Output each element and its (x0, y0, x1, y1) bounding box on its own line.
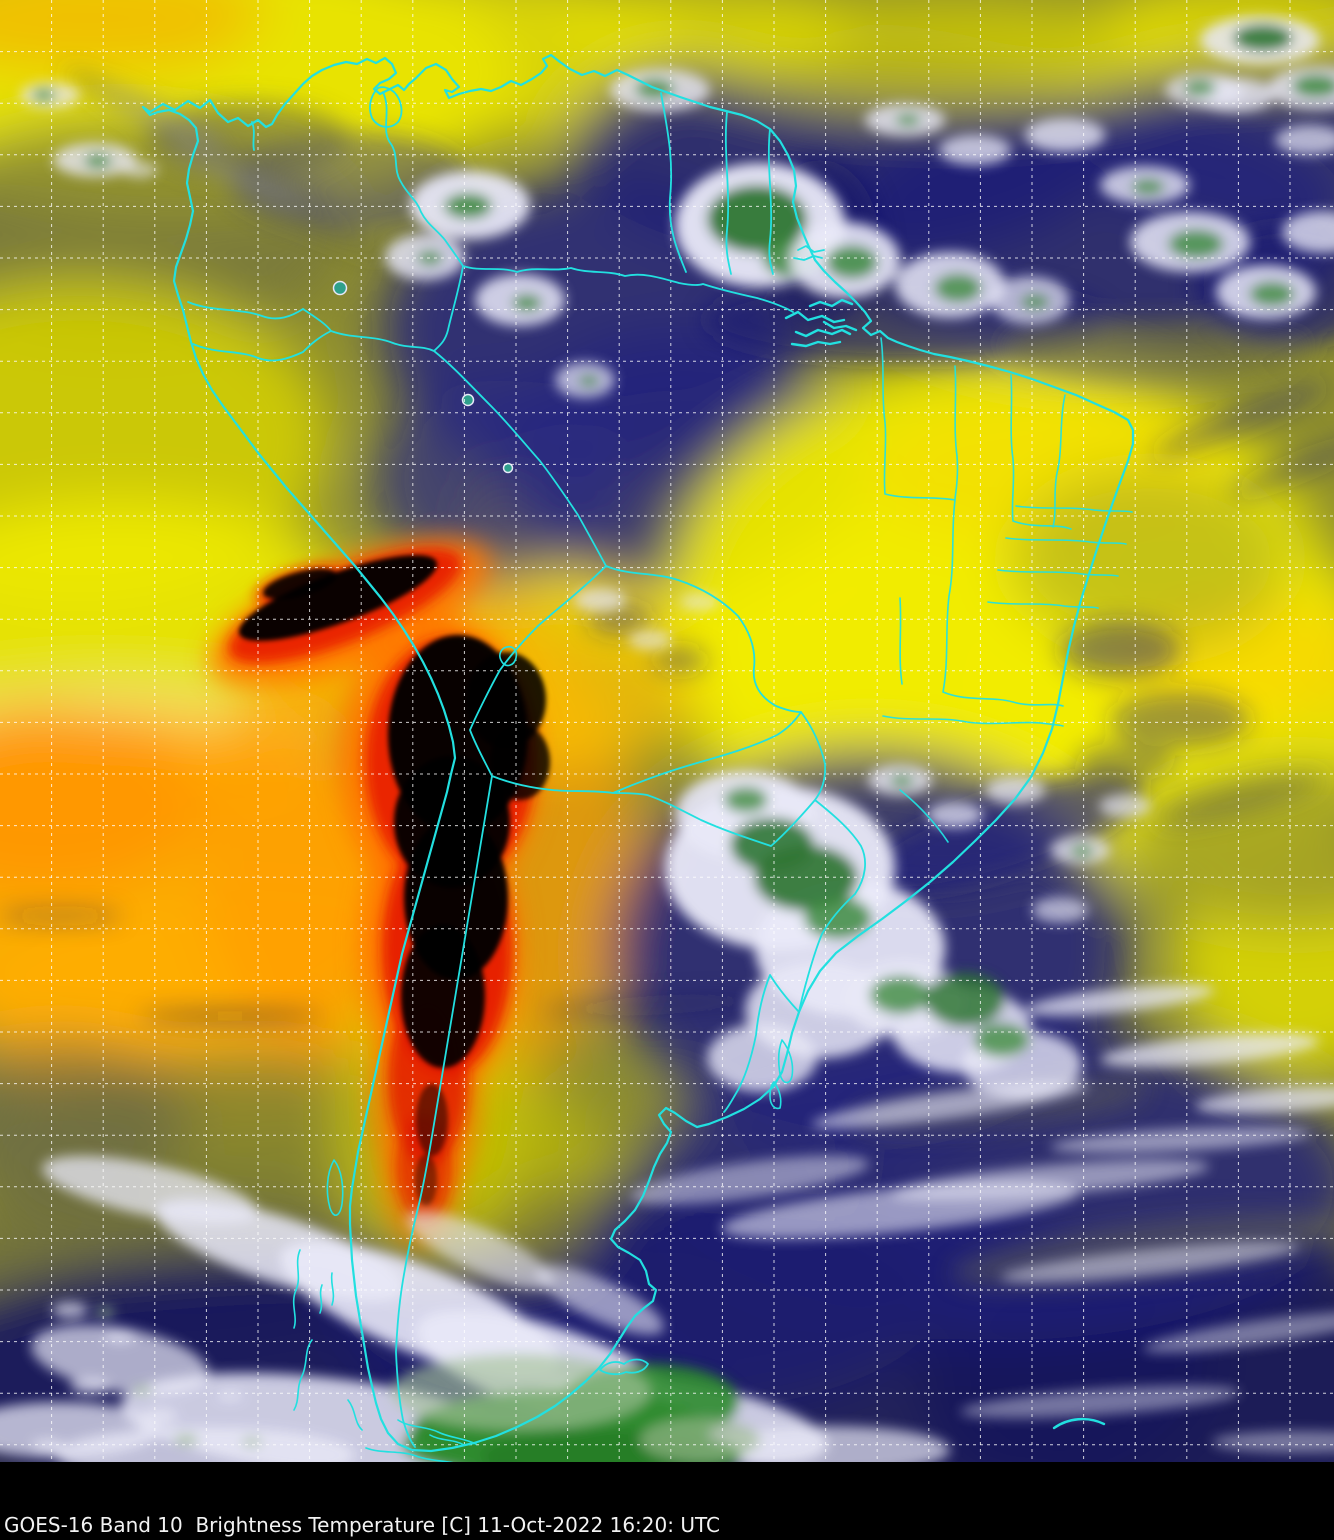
lake-dots (332, 280, 514, 474)
country-borders (187, 91, 866, 1448)
lake-titicaca (499, 645, 518, 667)
caption-bar: GOES-16 Band 10 Brightness Temperature [… (0, 1462, 1334, 1540)
andes-black-core (238, 555, 550, 1206)
south-georgia-arc (1052, 1417, 1106, 1430)
amazon-delta (784, 298, 858, 348)
orinoco-delta (793, 245, 825, 261)
lat-lon-grid (0, 0, 1334, 1462)
fjord-islands (292, 1159, 344, 1411)
caption-text: GOES-16 Band 10 Brightness Temperature [… (4, 1513, 720, 1537)
patos-lagoon (769, 1039, 794, 1110)
color-field-large (0, 0, 1334, 1462)
tierra-del-fuego-detail (347, 1399, 477, 1462)
lake-maracaibo (369, 86, 403, 128)
cloud-layer (0, 16, 1334, 1462)
satellite-map (0, 0, 1334, 1462)
state-borders (880, 337, 1133, 843)
falkland-islands (599, 1358, 649, 1376)
satellite-image (0, 0, 1334, 1462)
